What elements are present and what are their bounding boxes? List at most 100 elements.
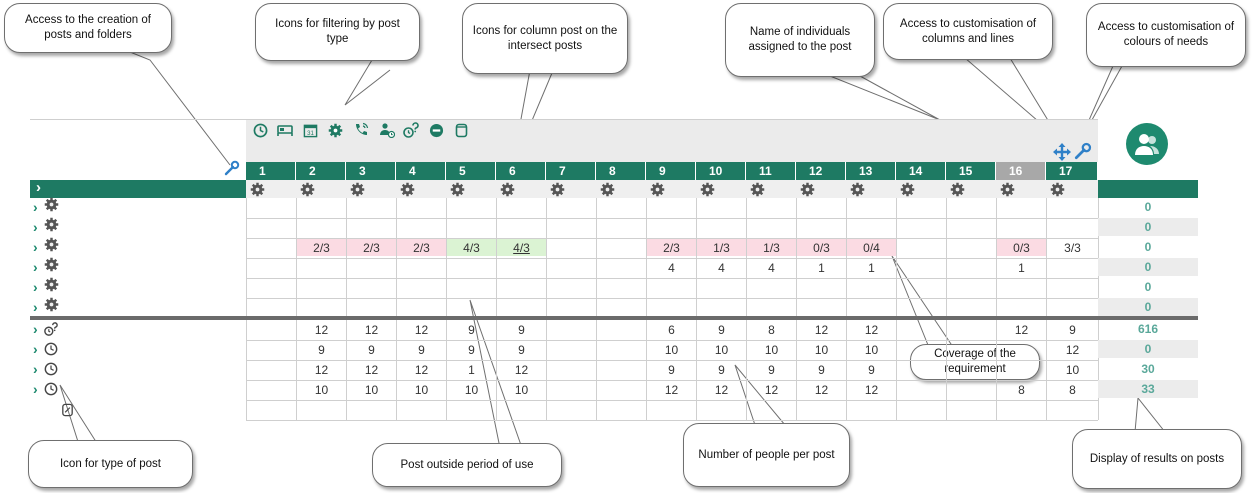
row-expand-icon[interactable]: › [33,259,38,275]
row-gear-icon[interactable] [44,237,59,257]
column-gear-icon[interactable] [700,180,716,198]
post-people-cell: 8 [768,323,775,337]
column-gear-icon[interactable] [1000,180,1016,198]
row-expand-icon[interactable]: › [33,321,38,337]
assigned-individuals-avatar[interactable] [1126,123,1168,165]
gear-filter-icon[interactable] [327,122,343,138]
column-gear-icon[interactable] [800,180,816,198]
column-gear-icon[interactable] [250,180,266,198]
wrench-icon[interactable] [224,160,240,181]
column-header[interactable]: 17 [1046,162,1098,180]
result-value: 0 [1098,340,1198,358]
callout-column-post-text: Icons for column post on the intersect p… [472,24,618,52]
row-gear-icon[interactable] [44,257,59,277]
post-people-cell: 12 [864,383,879,397]
callout-names-text: Name of individuals assigned to the post [748,26,852,53]
grid-column-line [746,198,747,316]
column-gear-icon[interactable] [600,180,616,198]
post-people-cell: 9 [518,343,525,357]
grid-column-line [846,198,847,316]
column-gear-icon[interactable] [400,180,416,198]
row-expand-icon[interactable]: › [33,361,38,377]
grid-column-line [396,320,397,420]
column-header[interactable]: 11 [746,162,796,180]
grid-column-line [1098,320,1099,420]
grid-row-line [246,380,1098,381]
column-header[interactable]: 13 [846,162,896,180]
column-gear-icon[interactable] [1050,180,1066,198]
row-2-controls: › [33,217,59,237]
column-gear-icon[interactable] [750,180,766,198]
clock-icon [44,342,58,356]
clock-icon[interactable] [252,122,268,138]
post-people-cell: 12 [314,323,329,337]
minus-circle-icon[interactable] [428,122,444,138]
grid-column-line [796,198,797,316]
bed-icon[interactable] [277,122,293,138]
row-expand-icon[interactable]: › [33,299,38,315]
move-icon[interactable] [1052,142,1072,167]
post-people-cell: 12 [1065,343,1080,357]
grid-column-line [446,198,447,316]
callout-creation: Access to the creation of posts and fold… [4,3,172,53]
column-gear-icon[interactable] [950,180,966,198]
column-header[interactable]: 9 [646,162,696,180]
column-header[interactable]: 2 [296,162,346,180]
grid-column-line [596,198,597,316]
grid-column-line [246,320,247,420]
row-gear-icon[interactable] [44,197,59,217]
result-value: 0 [1098,258,1198,276]
column-gear-icon[interactable] [850,180,866,198]
coverage-cell: 4/3 [497,239,546,256]
post-people-cell: 9 [368,343,375,357]
column-header[interactable]: 3 [346,162,396,180]
grid-column-line [996,198,997,316]
row-expand-icon[interactable]: › [33,199,38,215]
column-header[interactable]: 5 [446,162,496,180]
row-expand-icon[interactable]: › [33,219,38,235]
row-expand-icon[interactable]: › [33,381,38,397]
column-header[interactable]: 7 [546,162,596,180]
column-header[interactable]: 15 [946,162,996,180]
column-header[interactable]: 6 [496,162,546,180]
column-gear-icon[interactable] [900,180,916,198]
cylinder-icon[interactable] [453,122,469,138]
question-clock-icon[interactable] [403,122,419,138]
user-clock-icon[interactable] [379,122,395,138]
question-clock-icon [43,322,58,336]
expand-all-icon[interactable]: › [36,179,41,196]
grid-column-line [646,320,647,420]
column-header[interactable]: 10 [696,162,746,180]
column-header[interactable]: 4 [396,162,446,180]
column-gear-icon[interactable] [350,180,366,198]
row-6-controls: › [33,297,59,317]
column-gear-icon[interactable] [550,180,566,198]
post-people-cell: 8 [1018,383,1025,397]
customise-colours-wrench-icon[interactable] [1074,142,1092,165]
post-people-cell: 12 [364,323,379,337]
calendar-icon[interactable]: 31 [302,122,318,138]
column-header[interactable]: 1 [246,162,296,180]
people-count-cell: 4 [768,260,775,275]
column-gear-icon[interactable] [650,180,666,198]
column-header[interactable]: 14 [896,162,946,180]
row-expand-icon[interactable]: › [33,279,38,295]
column-gear-icon[interactable] [500,180,516,198]
result-value: 0 [1144,280,1152,294]
row-expand-icon[interactable]: › [33,341,38,357]
row-gear-icon[interactable] [44,297,59,317]
column-header[interactable]: 8 [596,162,646,180]
column-header[interactable]: 16 [996,162,1046,180]
people-count-cell: 1 [1018,260,1025,275]
callout-post-type-text: Icon for type of post [59,457,161,470]
coverage-cell: 3/3 [1064,240,1081,255]
post-people-cell: 10 [714,343,729,357]
column-header[interactable]: 12 [796,162,846,180]
row-gear-icon[interactable] [44,217,59,237]
grid-column-line [696,320,697,420]
phone-icon[interactable] [353,122,369,138]
column-gear-icon[interactable] [450,180,466,198]
column-gear-icon[interactable] [300,180,316,198]
row-expand-icon[interactable]: › [33,239,38,255]
row-gear-icon[interactable] [44,277,59,297]
